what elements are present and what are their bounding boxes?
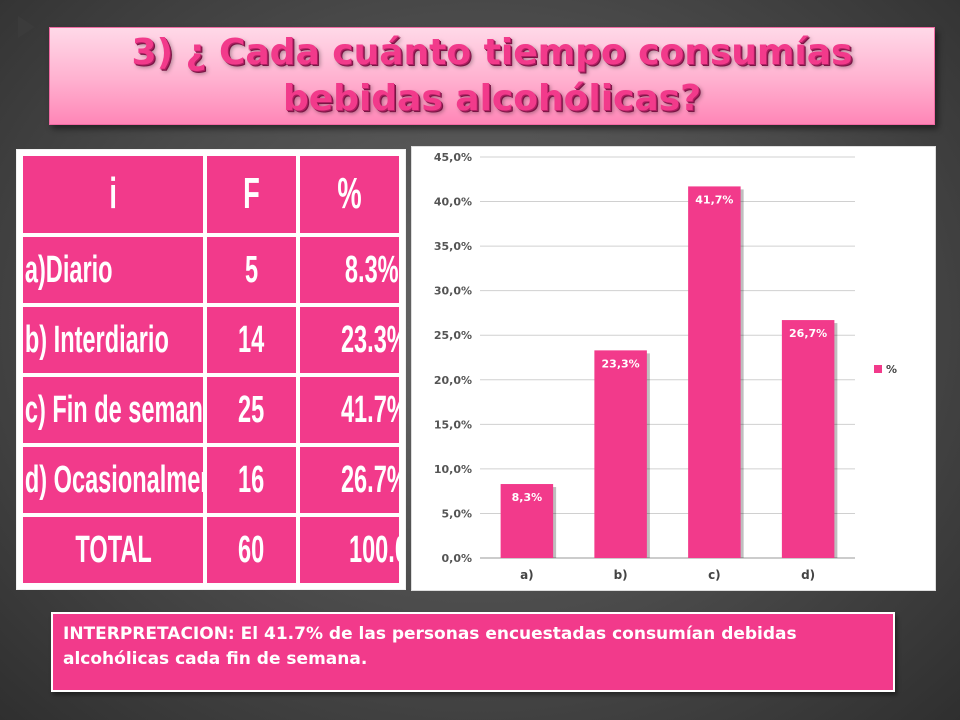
bullet-arrow-icon <box>18 16 35 38</box>
title-line-1: 3) ¿ Cada cuánto tiempo consumías <box>131 32 853 73</box>
x-tick-label: a) <box>520 568 534 582</box>
bar <box>781 320 835 558</box>
y-tick-label: 45,0% <box>434 151 472 164</box>
row-percent: 41.7% <box>299 376 399 443</box>
frequency-table: i F % a)Diario 5 8.3% b) Interdiario 14 … <box>16 149 406 590</box>
y-tick-label: 15,0% <box>434 418 472 431</box>
y-tick-label: 0,0% <box>441 552 472 565</box>
y-tick-label: 10,0% <box>434 463 472 476</box>
table-row: b) Interdiario 14 23.3% <box>23 306 399 373</box>
header-i: i <box>23 156 204 233</box>
header-pct: % <box>299 156 399 233</box>
data-label: 23,3% <box>602 357 640 370</box>
legend-swatch <box>874 365 882 373</box>
total-percent: 100.0% <box>299 516 399 583</box>
table-row: d) Ocasionalmente 16 26.7% <box>23 446 399 513</box>
y-tick-label: 30,0% <box>434 285 472 298</box>
total-label: TOTAL <box>23 516 204 583</box>
y-tick-label: 35,0% <box>434 240 472 253</box>
y-tick-label: 25,0% <box>434 329 472 342</box>
table-header-row: i F % <box>23 156 399 233</box>
table-row: a)Diario 5 8.3% <box>23 236 399 303</box>
bar <box>500 484 554 558</box>
header-f: F <box>207 156 296 233</box>
y-tick-label: 40,0% <box>434 196 472 209</box>
y-tick-label: 20,0% <box>434 374 472 387</box>
title-banner: 3) ¿ Cada cuánto tiempo consumías bebida… <box>49 27 935 125</box>
chart-svg: 0,0% 5,0% 10,0% 15,0% 20,0% 25,0% 30,0% 35,0% 40… <box>434 151 897 582</box>
x-tick-label: b) <box>614 568 628 582</box>
bar <box>594 350 647 558</box>
interpretation-text: INTERPRETACION: El 41.7% de las personas… <box>63 624 797 669</box>
row-label: d) Ocasionalmente <box>23 446 204 513</box>
bar <box>688 186 741 558</box>
legend-label: % <box>886 363 897 376</box>
row-frequency: 5 <box>207 236 296 303</box>
title-line-2: bebidas alcohólicas? <box>282 78 701 119</box>
bar-chart: 0,0% 5,0% 10,0% 15,0% 20,0% 25,0% 30,0% 35,0% 40… <box>411 146 936 591</box>
y-tick-label: 5,0% <box>441 507 472 520</box>
data-label: 41,7% <box>695 193 733 206</box>
row-label: b) Interdiario <box>23 306 204 373</box>
row-frequency: 16 <box>207 446 296 513</box>
interpretation-box: INTERPRETACION: El 41.7% de las personas… <box>51 612 895 692</box>
data-label: 8,3% <box>512 491 543 504</box>
row-label: a)Diario <box>23 236 204 303</box>
row-frequency: 14 <box>207 306 296 373</box>
table-row: c) Fin de semana 25 41.7% <box>23 376 399 443</box>
row-percent: 8.3% <box>299 236 399 303</box>
table-total-row: TOTAL 60 100.0% <box>23 516 399 583</box>
x-tick-label: d) <box>801 568 815 582</box>
row-label: c) Fin de semana <box>23 376 204 443</box>
row-percent: 26.7% <box>299 446 399 513</box>
row-frequency: 25 <box>207 376 296 443</box>
data-label: 26,7% <box>789 327 827 340</box>
row-percent: 23.3% <box>299 306 399 373</box>
total-frequency: 60 <box>207 516 296 583</box>
x-tick-label: c) <box>708 568 721 582</box>
